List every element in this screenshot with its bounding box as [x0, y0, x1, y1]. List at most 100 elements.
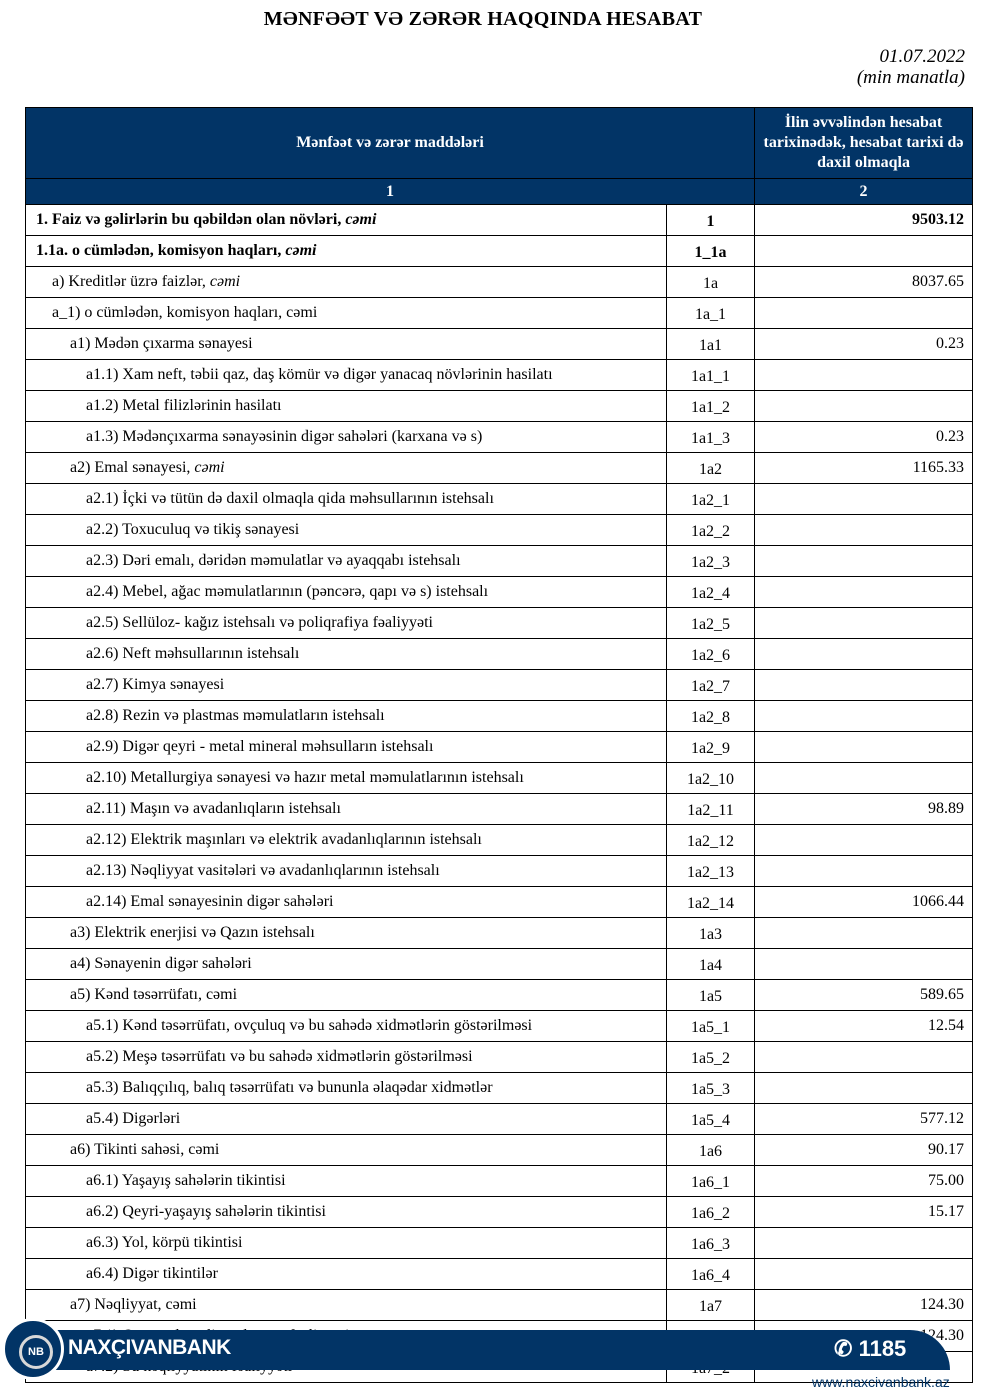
row-value: [754, 669, 974, 701]
header-num-1: 1: [24, 178, 756, 205]
row-value: [754, 1072, 974, 1104]
row-label: 1. Faiz və gəlirlərin bu qəbildən olan n…: [25, 204, 667, 236]
row-label-text: a6) Tikinti sahəsi, cəmi: [70, 1141, 220, 1158]
row-label-text: a1.2) Metal filizlərinin hasilatı: [86, 397, 282, 414]
table-row: 1.1a. o cümlədən, komisyon haqları, cəmi…: [25, 235, 974, 267]
table-row: a5.3) Balıqçılıq, balıq təsərrüfatı və b…: [25, 1072, 974, 1104]
report-date: 01.07.2022: [879, 46, 966, 67]
row-value: [754, 297, 974, 329]
row-label-text: a2.6) Neft məhsullarının istehsalı: [86, 645, 300, 662]
header-items: Mənfəət və zərər maddələri: [24, 107, 756, 179]
table-row: a2.1) İçki və tütün də daxil olmaqla qid…: [25, 483, 974, 515]
row-code: 1a4: [665, 948, 756, 980]
table-row: 1. Faiz və gəlirlərin bu qəbildən olan n…: [25, 204, 974, 236]
row-label: a2.7) Kimya sənayesi: [25, 669, 667, 701]
row-code: 1a2_7: [665, 669, 756, 701]
row-code: 1a6: [665, 1134, 756, 1166]
row-label-text: a2.12) Elektrik maşınları və elektrik av…: [86, 831, 482, 848]
website-link[interactable]: www.naxcivanbank.az: [812, 1374, 950, 1390]
table-row: a6.1) Yaşayış sahələrin tikintisi 1a6_1 75…: [25, 1165, 974, 1197]
row-label: 1.1a. o cümlədən, komisyon haqları, cəmi: [25, 235, 667, 267]
row-label-text: a2.1) İçki və tütün də daxil olmaqla qid…: [86, 490, 494, 507]
phone-number: ✆ 1185: [834, 1336, 906, 1362]
row-code: 1a2_4: [665, 576, 756, 608]
row-label-text: a6.1) Yaşayış sahələrin tikintisi: [86, 1172, 286, 1189]
bank-logo: NB: [2, 1318, 64, 1380]
row-code: 1a: [665, 266, 756, 298]
row-label: a5) Kənd təsərrüfatı, cəmi: [25, 979, 667, 1011]
phone-text: 1185: [858, 1336, 907, 1361]
row-label: a5.2) Meşə təsərrüfatı və bu sahədə xidm…: [25, 1041, 667, 1073]
row-code: 1a2_5: [665, 607, 756, 639]
row-value: [754, 576, 974, 608]
row-label: a1.2) Metal filizlərinin hasilatı: [25, 390, 667, 422]
row-code: 1a2_12: [665, 824, 756, 856]
row-value: 90.17: [754, 1134, 974, 1166]
row-code: 1a6_4: [665, 1258, 756, 1290]
row-value: 589.65: [754, 979, 974, 1011]
row-code: 1a3: [665, 917, 756, 949]
row-code: 1a2_14: [665, 886, 756, 918]
row-label-text: a5.2) Meşə təsərrüfatı və bu sahədə xidm…: [86, 1048, 473, 1065]
row-label: a6.3) Yol, körpü tikintisi: [25, 1227, 667, 1259]
phone-icon: ✆: [834, 1336, 853, 1361]
row-label: a5.3) Balıqçılıq, balıq təsərrüfatı və b…: [25, 1072, 667, 1104]
row-label-text: a1.3) Mədənçıxarma sənayəsinin digər sah…: [86, 428, 483, 445]
row-code: 1a5: [665, 979, 756, 1011]
table-row: a5.2) Meşə təsərrüfatı və bu sahədə xidm…: [25, 1041, 974, 1073]
row-label-text: a5.4) Digərləri: [86, 1110, 181, 1127]
row-label-text: a4) Sənayenin digər sahələri: [70, 955, 252, 972]
table-row: a2.11) Maşın və avadanlıqların istehsalı…: [25, 793, 974, 825]
footer-band: [20, 1330, 950, 1370]
row-code: 1a2_11: [665, 793, 756, 825]
row-code: 1: [665, 204, 756, 236]
table-row: a1.2) Metal filizlərinin hasilatı 1a1_2: [25, 390, 974, 422]
row-label-text: a5) Kənd təsərrüfatı, cəmi: [70, 986, 238, 1003]
row-label-text: a2.2) Toxuculuq və tikiş sənayesi: [86, 521, 300, 538]
row-code: 1a2_2: [665, 514, 756, 546]
table-row: a_1) o cümlədən, komisyon haqları, cəmi 1…: [25, 297, 974, 329]
row-label-text: a2.13) Nəqliyyat vasitələri və avadanlıq…: [86, 862, 440, 879]
row-label-text: a2) Emal sənayesi,: [70, 459, 195, 476]
row-label: a1) Mədən çıxarma sənayesi: [25, 328, 667, 360]
table-row: a3) Elektrik enerjisi və Qazın istehsalı…: [25, 917, 974, 949]
row-label: a2.5) Sellüloz- kağız istehsalı və poliq…: [25, 607, 667, 639]
row-code: 1a2_3: [665, 545, 756, 577]
row-label: a2.4) Mebel, ağac məmulatlarının (pəncər…: [25, 576, 667, 608]
row-value: 75.00: [754, 1165, 974, 1197]
table-row: a2.7) Kimya sənayesi 1a2_7: [25, 669, 974, 701]
row-label-italic: cəmi: [285, 242, 317, 259]
row-value: 15.17: [754, 1196, 974, 1228]
row-label: a2.14) Emal sənayesinin digər sahələri: [25, 886, 667, 918]
row-value: [754, 948, 974, 980]
row-value: 12.54: [754, 1010, 974, 1042]
row-value: 0.23: [754, 421, 974, 453]
currency-unit: (min manatla): [856, 67, 965, 88]
row-label-text: a6.2) Qeyri-yaşayış sahələrin tikintisi: [86, 1203, 326, 1220]
row-label: a2.1) İçki və tütün də daxil olmaqla qid…: [25, 483, 667, 515]
row-code: 1a2: [665, 452, 756, 484]
report-title: MƏNFƏƏT VƏ ZƏRƏR HAQQINDA HESABAT: [263, 8, 703, 30]
table-row: a6) Tikinti sahəsi, cəmi 1a6 90.17: [25, 1134, 974, 1166]
row-value: [754, 545, 974, 577]
row-code: 1a5_1: [665, 1010, 756, 1042]
row-value: [754, 638, 974, 670]
row-label: a2.10) Metallurgiya sənayesi və hazır me…: [25, 762, 667, 794]
table-row: a6.2) Qeyri-yaşayış sahələrin tikintisi 1…: [25, 1196, 974, 1228]
row-label-text: a2.10) Metallurgiya sənayesi və hazır me…: [86, 769, 524, 786]
row-label-text: a2.5) Sellüloz- kağız istehsalı və poliq…: [86, 614, 433, 631]
row-value: [754, 855, 974, 887]
table-row: a1.3) Mədənçıxarma sənayəsinin digər sah…: [25, 421, 974, 453]
row-label: a5.4) Digərləri: [25, 1103, 667, 1135]
row-code: 1a2_9: [665, 731, 756, 763]
table-row: a2.3) Dəri emalı, dəridən məmulatlar və …: [25, 545, 974, 577]
row-label: a1.3) Mədənçıxarma sənayəsinin digər sah…: [25, 421, 667, 453]
table-row: a2.10) Metallurgiya sənayesi və hazır me…: [25, 762, 974, 794]
row-label-text: 1. Faiz və gəlirlərin bu qəbildən olan n…: [36, 211, 346, 228]
row-value: 0.23: [754, 328, 974, 360]
row-code: 1a2_6: [665, 638, 756, 670]
row-code: 1a_1: [665, 297, 756, 329]
table-row: a2.6) Neft məhsullarının istehsalı 1a2_6: [25, 638, 974, 670]
row-label: a2.8) Rezin və plastmas məmulatların ist…: [25, 700, 667, 732]
row-label-italic: cəmi: [194, 459, 225, 476]
